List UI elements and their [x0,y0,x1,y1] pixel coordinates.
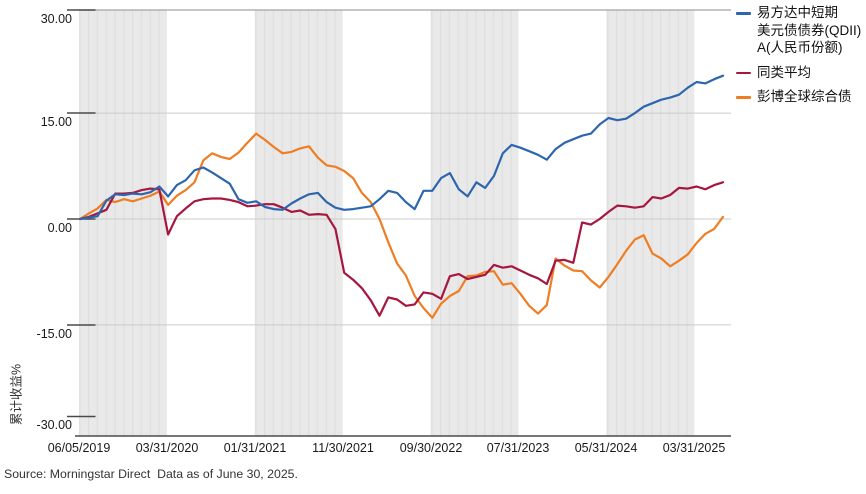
x-axis-label-4: 09/30/2022 [399,441,463,455]
y-axis-label-0: 0.00 [47,221,72,235]
legend-item-fund: 易方达中短期 美元债债券(QDII) A(人民币份额) [736,4,866,57]
x-axis-label-7: 03/31/2025 [662,441,726,455]
y-axis-label-15: 15.00 [40,115,72,129]
series-line-fund [78,74,725,221]
legend-label-fund-line3: A(人民币份额) [757,40,843,55]
legend-label-fund-line2: 美元债债券(QDII) [757,22,862,38]
plot-band [606,10,695,436]
x-axis-label-2: 01/31/2021 [223,441,287,455]
plot-band [430,10,519,436]
y-axis-label-neg15: -15.00 [36,327,72,341]
x-axis-label-3: 11/30/2021 [312,441,374,455]
legend-label-category-average: 同类平均 [757,64,811,80]
chart-legend: 易方达中短期 美元债债券(QDII) A(人民币份额) 同类平均 彭博全球综合债 [736,4,866,113]
plot-band [254,10,343,436]
legend-label-fund: 易方达中短期 美元债债券(QDII) A(人民币份额) [757,4,866,57]
y-axis-label-30: 30.00 [40,12,72,26]
legend-label-index: 彭博全球综合债 [757,89,852,104]
plot-band [79,10,167,436]
legend-item-index: 彭博全球综合债 [736,88,866,106]
y-axis-label-neg30: -30.00 [36,418,72,432]
category-average-line-marker-icon [736,71,751,75]
x-axis-label-5: 07/31/2023 [486,441,550,455]
y-axis-title: 累计收益% [9,363,24,426]
series-line-index [78,132,725,319]
fund-line-marker-icon [736,12,751,15]
source-note: Source: Morningstar Direct Data as of Ju… [4,467,298,481]
series-line-category-average [78,181,725,317]
legend-item-category-average: 同类平均 [736,64,866,82]
index-line-marker-icon [736,96,751,99]
x-axis-label-1: 03/31/2020 [135,441,199,455]
x-axis-label-6: 05/31/2024 [574,441,638,455]
legend-label-fund-line1: 易方达中短期 [757,5,838,20]
x-axis-label-0: 06/05/2019 [47,441,111,455]
